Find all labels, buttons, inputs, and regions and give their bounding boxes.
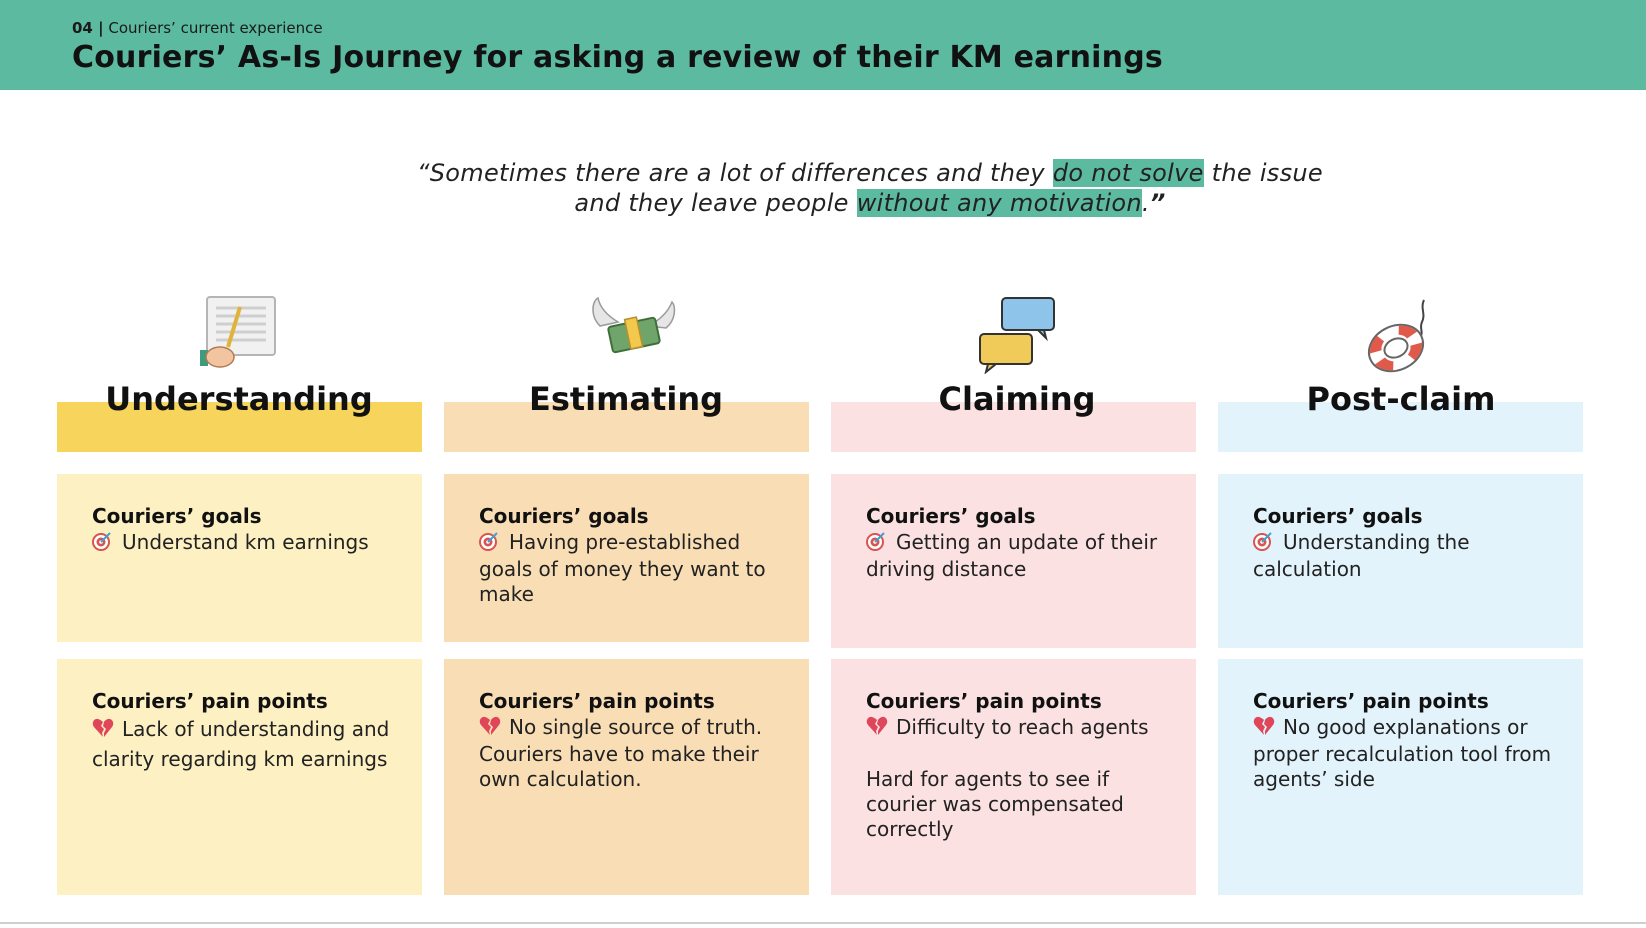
goals-text: Getting an update of their driving dista…: [866, 530, 1158, 581]
quote-text: “Sometimes there are a lot of difference…: [417, 159, 1053, 187]
page-title: Couriers’ As-Is Journey for asking a rev…: [72, 40, 1163, 75]
goals-card: Couriers’ goals Getting an update of the…: [831, 474, 1196, 648]
pain-points-text: No good explanations or proper recalcula…: [1253, 715, 1552, 791]
broken-heart-icon: [479, 716, 501, 742]
quote-text: .: [1141, 189, 1150, 217]
footer-divider: [0, 922, 1646, 924]
goals-heading: Couriers’ goals: [479, 504, 649, 528]
quote-close-mark: ”: [1149, 189, 1166, 217]
pain-points-heading: Couriers’ pain points: [866, 689, 1102, 713]
stage-title: Post-claim: [1306, 380, 1496, 418]
pain-points-card: Couriers’ pain points No good explanatio…: [1218, 659, 1583, 895]
pain-points-text-block: No good explanations or proper recalcula…: [1253, 715, 1563, 792]
stage-band: [57, 402, 422, 452]
lifebuoy-icon: [1367, 299, 1425, 373]
quote-text: the issue: [1203, 159, 1323, 187]
stage-title: Claiming: [938, 380, 1096, 418]
quote-line-2: and they leave people without any motiva…: [320, 188, 1420, 218]
stage-title: Estimating: [528, 380, 724, 418]
header-bar: 04 | Couriers’ current experience Courie…: [0, 0, 1646, 90]
pain-points-card: Couriers’ pain points Lack of understand…: [57, 659, 422, 895]
stage-band: [444, 402, 809, 452]
pain-points-text-block: No single source of truth. Couriers have…: [479, 715, 789, 792]
goals-text-block: Having pre-established goals of money th…: [479, 530, 789, 607]
goals-card: Couriers’ goals Understand km earnings: [57, 474, 422, 642]
goals-text-block: Getting an update of their driving dista…: [866, 530, 1176, 582]
target-icon: [1253, 531, 1275, 557]
goals-text: Having pre-established goals of money th…: [479, 530, 766, 606]
goals-heading: Couriers’ goals: [866, 504, 1036, 528]
goals-text-block: Understanding the calculation: [1253, 530, 1563, 582]
section-label: 04 | Couriers’ current experience: [72, 19, 323, 37]
pain-points-heading: Couriers’ pain points: [92, 689, 328, 713]
pain-points-heading: Couriers’ pain points: [1253, 689, 1489, 713]
stage-title: Understanding: [105, 380, 373, 418]
broken-heart-icon: [866, 716, 888, 742]
pain-points-card: Couriers’ pain points No single source o…: [444, 659, 809, 895]
target-icon: [866, 531, 888, 557]
quote-line-1: “Sometimes there are a lot of difference…: [320, 158, 1420, 188]
section-name: Couriers’ current experience: [103, 19, 323, 37]
pain-points-text-2: Hard for agents to see if courier was co…: [866, 767, 1124, 841]
quote-highlight: do not solve: [1052, 159, 1204, 187]
quote-text: and they leave people: [574, 189, 857, 217]
broken-heart-icon: [92, 717, 114, 745]
pain-points-text-block: Difficulty to reach agents Hard for agen…: [866, 715, 1176, 842]
goals-text: Understanding the calculation: [1253, 530, 1470, 581]
section-number: 04 |: [72, 19, 104, 37]
courier-quote: “Sometimes there are a lot of difference…: [320, 158, 1420, 218]
pain-point-item: Difficulty to reach agents: [866, 715, 1176, 742]
goals-text: Understand km earnings: [122, 530, 369, 554]
pain-points-text: Lack of understanding and clarity regard…: [92, 717, 390, 771]
document-pen-icon: [200, 296, 276, 368]
money-with-wings-icon: [592, 296, 676, 354]
target-icon: [92, 531, 114, 557]
pain-points-heading: Couriers’ pain points: [479, 689, 715, 713]
pain-points-text: Difficulty to reach agents: [896, 715, 1149, 739]
goals-text-block: Understand km earnings: [92, 530, 402, 557]
goals-card: Couriers’ goals Having pre-established g…: [444, 474, 809, 642]
pain-points-card: Couriers’ pain points Difficulty to reac…: [831, 659, 1196, 895]
goals-heading: Couriers’ goals: [92, 504, 262, 528]
quote-highlight: without any motivation: [856, 189, 1142, 217]
pain-points-text-block: Lack of understanding and clarity regard…: [92, 715, 402, 773]
stage-band: [831, 402, 1196, 452]
target-icon: [479, 531, 501, 557]
goals-heading: Couriers’ goals: [1253, 504, 1423, 528]
stage-band: [1218, 402, 1583, 452]
speech-bubbles-icon: [979, 297, 1055, 374]
broken-heart-icon: [1253, 716, 1275, 742]
goals-card: Couriers’ goals Understanding the calcul…: [1218, 474, 1583, 648]
pain-points-text: No single source of truth. Couriers have…: [479, 715, 763, 791]
